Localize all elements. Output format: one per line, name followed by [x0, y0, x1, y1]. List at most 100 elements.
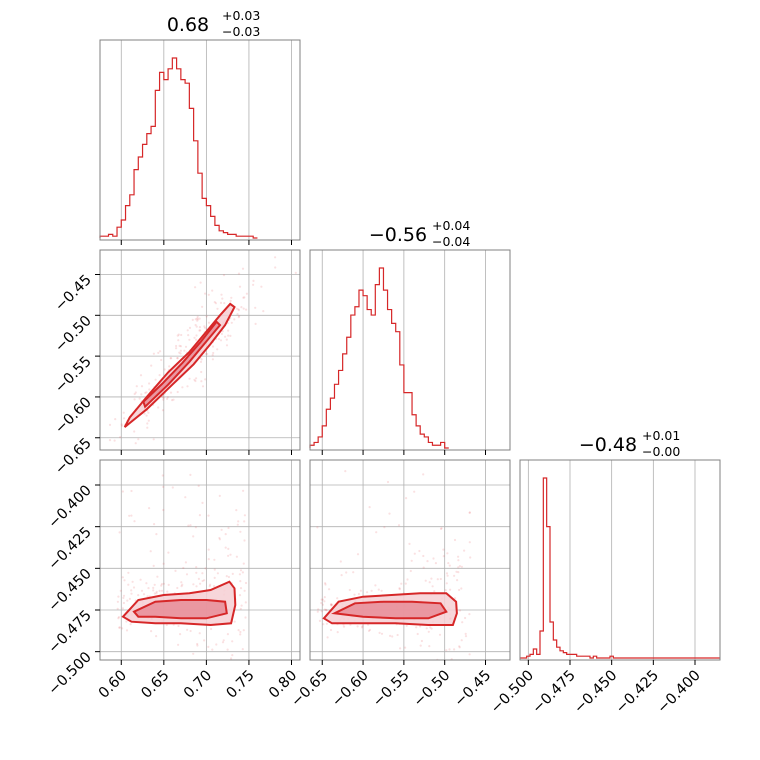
- sample-point: [321, 603, 324, 606]
- sample-point: [148, 388, 151, 391]
- sample-point: [175, 344, 178, 348]
- sample-point: [455, 570, 458, 573]
- sample-point: [219, 339, 223, 342]
- x-tick-label: 0.65: [139, 668, 173, 702]
- sample-point: [197, 484, 200, 487]
- sample-point: [229, 553, 232, 556]
- sample-point: [242, 307, 245, 310]
- sample-point: [216, 572, 219, 575]
- sample-point: [119, 589, 122, 592]
- sample-point: [224, 533, 227, 536]
- histogram-panel-2: −0.48 +0.01−0.00: [519, 428, 721, 665]
- sample-point: [175, 347, 178, 350]
- panel-frame: [309, 459, 511, 661]
- sample-point: [375, 531, 378, 534]
- title-lower-error: −0.03: [222, 24, 260, 39]
- sample-point: [200, 370, 203, 374]
- sample-point: [166, 397, 169, 400]
- sample-point: [321, 598, 324, 601]
- sample-point: [391, 635, 394, 638]
- y-tick-label: −0.425: [46, 524, 95, 573]
- contour-inner: [132, 599, 228, 620]
- panel-frame: [99, 459, 301, 661]
- sample-point: [194, 323, 197, 327]
- sample-point: [227, 554, 230, 557]
- sample-point: [135, 385, 138, 388]
- title-upper-error: +0.04: [432, 218, 470, 233]
- sample-point: [114, 418, 117, 421]
- sample-point: [237, 272, 241, 275]
- sample-point: [320, 610, 323, 613]
- density-panel-0: [95, 249, 301, 455]
- sample-point: [153, 592, 156, 595]
- sample-point: [240, 708, 242, 710]
- sample-point: [147, 419, 150, 422]
- sample-point: [361, 626, 364, 629]
- sample-point: [184, 561, 187, 564]
- sample-point: [167, 551, 170, 554]
- sample-point: [438, 633, 442, 636]
- sample-point: [207, 293, 210, 296]
- sample-point: [200, 358, 203, 361]
- sample-point: [442, 555, 445, 558]
- sample-point: [224, 546, 227, 549]
- sample-point: [254, 322, 257, 325]
- sample-point: [133, 430, 136, 433]
- sample-point: [357, 592, 360, 596]
- sample-point: [245, 308, 248, 311]
- sample-point: [420, 639, 423, 643]
- sample-point: [227, 334, 230, 337]
- sample-point: [189, 524, 192, 527]
- sample-point: [140, 393, 143, 396]
- sample-point: [235, 307, 238, 310]
- sample-point: [162, 485, 165, 488]
- sample-point: [218, 536, 221, 540]
- sample-point: [211, 358, 214, 361]
- sample-point: [294, 271, 297, 274]
- sample-point: [203, 325, 206, 328]
- sample-point: [241, 648, 244, 651]
- sample-point: [380, 632, 384, 635]
- sample-point: [150, 630, 153, 633]
- sample-point: [123, 417, 126, 420]
- sample-point: [225, 338, 228, 341]
- sample-point: [209, 583, 212, 586]
- sample-point: [169, 357, 172, 360]
- sample-point: [199, 360, 203, 363]
- sample-point: [174, 569, 177, 573]
- sample-point: [239, 587, 243, 590]
- sample-point: [177, 624, 180, 628]
- sample-point: [413, 490, 416, 493]
- sample-point: [127, 583, 130, 586]
- sample-point: [121, 490, 124, 493]
- sample-point: [153, 583, 156, 586]
- sample-point: [225, 575, 228, 578]
- sample-point: [316, 526, 319, 529]
- sample-point: [206, 352, 209, 356]
- sample-point: [432, 557, 435, 560]
- sample-point: [434, 562, 437, 565]
- histogram-steps: [99, 57, 258, 239]
- sample-point: [468, 511, 471, 514]
- sample-point: [152, 586, 155, 590]
- sample-point: [154, 378, 157, 381]
- sample-point: [238, 594, 242, 597]
- sample-point: [160, 589, 164, 592]
- sample-point: [138, 397, 141, 400]
- sample-point: [325, 609, 328, 612]
- sample-point: [162, 398, 165, 401]
- sample-point: [359, 589, 362, 592]
- sample-point: [342, 625, 346, 628]
- sample-point: [449, 588, 452, 591]
- sample-point: [339, 560, 342, 563]
- sample-point: [139, 578, 142, 581]
- histogram-panel-0: 0.68 +0.03−0.03: [99, 8, 301, 245]
- sample-point: [148, 507, 151, 510]
- sample-point: [128, 514, 131, 517]
- sample-point: [252, 279, 255, 282]
- scatter-samples: [316, 470, 472, 660]
- sample-point: [213, 301, 216, 304]
- sample-point: [162, 396, 165, 399]
- title-upper-error: +0.01: [642, 428, 680, 443]
- sample-point: [195, 334, 198, 337]
